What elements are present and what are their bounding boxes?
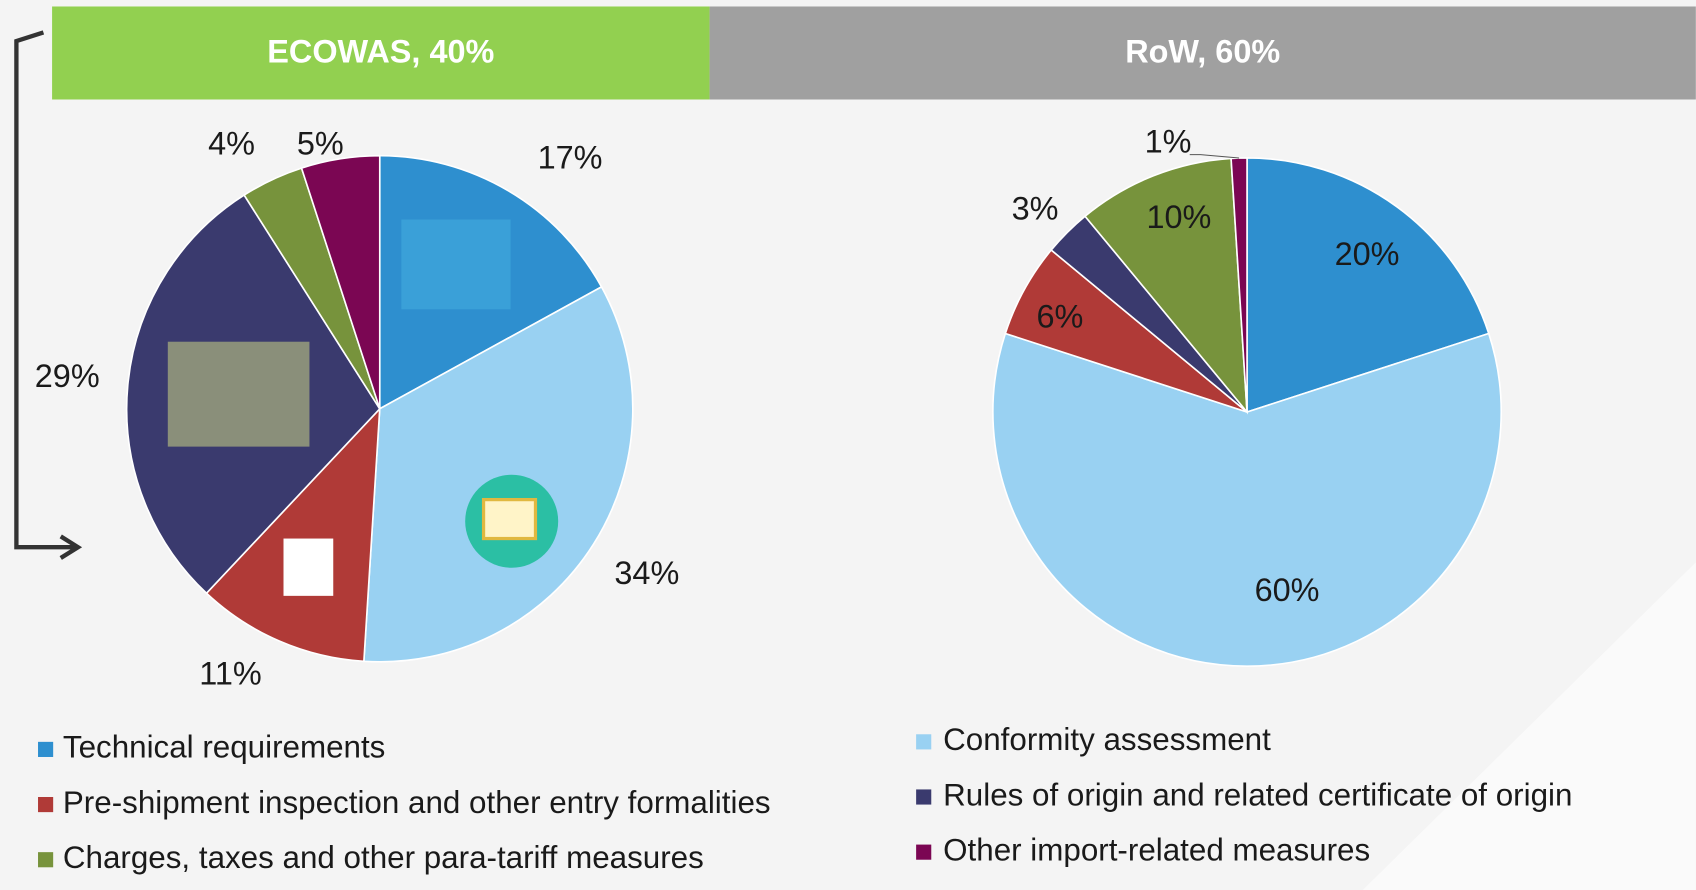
value-label: 4% (208, 126, 255, 162)
icon (284, 539, 334, 596)
legend-swatch (38, 797, 53, 812)
background-shape (1363, 562, 1696, 890)
legend-label: Pre-shipment inspection and other entry … (63, 785, 771, 820)
chart: ECOWAS, 40% RoW, 60% 17% 34% 11% 29% 4% 5% 20%… (0, 0, 1696, 890)
legend-label: Rules of origin and related certificate … (943, 777, 1572, 812)
value-label: 17% (538, 140, 603, 176)
legend-label: Technical requirements (63, 730, 385, 765)
value-label: 3% (1012, 190, 1059, 226)
legend-label: Conformity assessment (943, 722, 1271, 757)
leader-line (1190, 155, 1239, 158)
value-label: 1% (1145, 123, 1192, 159)
value-label: 11% (199, 655, 262, 691)
value-label: 5% (297, 126, 344, 162)
icon (401, 220, 510, 310)
legend-swatch (916, 789, 931, 804)
bracket-arrow (16, 32, 78, 558)
value-label: 20% (1335, 236, 1400, 272)
value-label: 6% (1037, 299, 1084, 335)
value-label: 10% (1146, 199, 1211, 235)
legend-swatch (916, 845, 931, 860)
legend-swatch (38, 742, 53, 757)
chart-title: ECOWAS, 40% (267, 34, 494, 70)
value-label: 29% (35, 358, 100, 394)
legend-swatch (38, 852, 53, 867)
chart-title: RoW, 60% (1125, 34, 1280, 70)
icon (168, 342, 310, 447)
legend-label: Charges, taxes and other para-tariff mea… (63, 840, 704, 875)
icon (484, 500, 536, 539)
legend-label: Other import-related measures (943, 832, 1370, 867)
value-label: 34% (614, 555, 679, 591)
legend-swatch (916, 734, 931, 749)
value-label: 60% (1255, 572, 1320, 608)
